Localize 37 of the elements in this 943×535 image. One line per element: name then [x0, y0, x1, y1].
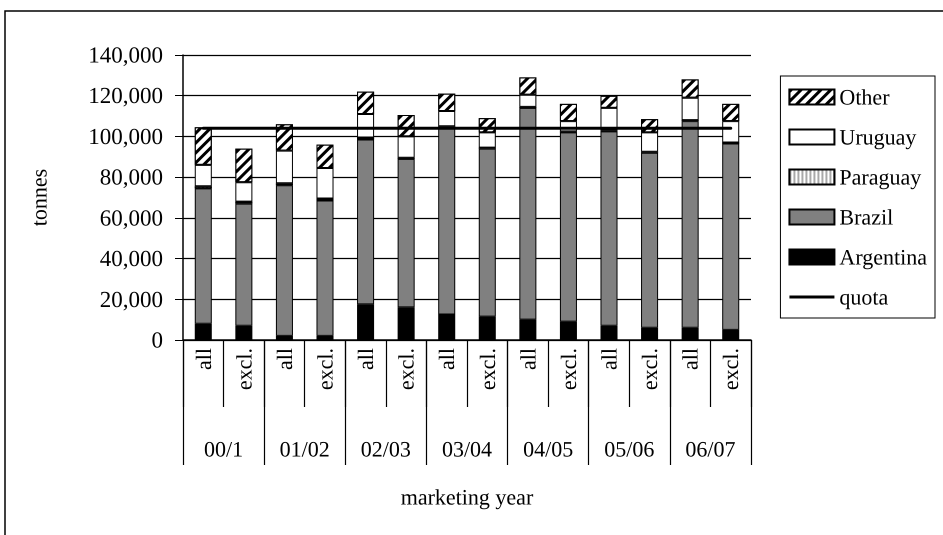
x-tick-label: excl.	[718, 348, 744, 390]
y-tick-label: 100,000	[88, 124, 163, 149]
x-tick-label: excl.	[556, 348, 581, 390]
x-tick-label: excl.	[637, 348, 662, 390]
x-tick-label: all	[434, 348, 460, 370]
text: 03/04	[442, 436, 492, 462]
y-tick-label: 80,000	[100, 164, 163, 190]
legend-label: Uruguay	[839, 124, 916, 150]
x-axis-title: marketing year	[400, 484, 534, 510]
text: 00/1	[204, 436, 244, 462]
legend-label: quota	[839, 284, 889, 310]
x-tick-label: all	[678, 348, 703, 370]
x-tick-label: all	[190, 348, 216, 370]
x-tick-label: excl.	[394, 348, 419, 390]
y-tick-label: 60,000	[100, 205, 163, 230]
y-tick-label: 20,000	[100, 286, 163, 312]
x-tick-label: all	[272, 348, 297, 370]
x-tick-label: all	[515, 348, 540, 370]
text: 02/03	[360, 436, 411, 462]
x-tick-label: excl.	[474, 348, 500, 390]
text: 01/02	[280, 436, 330, 462]
y-tick-label: 120,000	[88, 83, 163, 108]
text: 04/05	[523, 436, 574, 462]
legend-label: Argentina	[839, 244, 928, 270]
legend-label: Brazil	[839, 204, 894, 230]
x-tick-label: excl.	[231, 348, 256, 390]
legend-label: Paraguay	[839, 164, 922, 190]
y-tick-label: 40,000	[100, 246, 163, 272]
legend-label: Other	[839, 84, 890, 110]
x-tick-label: excl.	[312, 348, 338, 390]
y-tick-label: 0	[152, 328, 163, 352]
y-tick-label: 140,000	[88, 42, 163, 68]
x-tick-label: all	[353, 348, 378, 370]
y-axis-title: tonnes	[26, 168, 52, 226]
x-tick-label: all	[596, 348, 622, 370]
text: 05/06	[604, 436, 654, 462]
text: 06/07	[685, 436, 736, 462]
